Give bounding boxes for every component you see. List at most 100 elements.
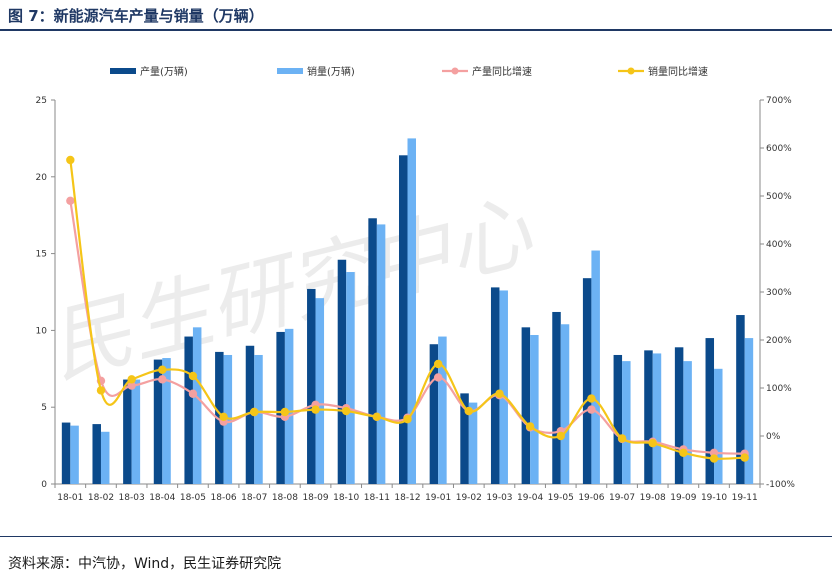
sales-growth-point [280,407,290,417]
production-bar [184,336,193,484]
legend-label-production: 产量(万辆) [140,65,188,78]
x-tick-label: 18-02 [88,493,114,503]
legend-label-sales: 销量(万辆) [307,65,355,78]
sales-bar [683,361,692,484]
production-bar [153,359,163,484]
sales-bar [254,354,263,484]
legend-swatch-production [110,68,136,74]
axes: 0 5 10 15 20 25 -100% 0% 100% 200% 300% 400% 500% 600… [36,96,796,503]
production-bar [552,311,561,484]
left-tick-label: 15 [36,250,47,260]
sales-growth-point [740,453,749,462]
x-tick-label: 19-11 [732,493,758,503]
bars [61,138,754,484]
production-bar [736,315,745,484]
x-tick-label: 18-01 [57,493,83,503]
x-tick-label: 18-06 [211,493,237,503]
sales-growth-point [341,406,351,416]
right-tick-label: 300% [766,288,792,298]
x-tick-label: 18-04 [149,493,175,503]
sales-growth-point [250,407,259,417]
production-bar [490,287,500,484]
production-bar [613,354,623,484]
production-bar [245,345,255,484]
title-rule [0,29,832,31]
production-bar [368,218,377,484]
production-bar [337,259,347,484]
sales-growth-point [403,415,412,424]
sales-growth-point [587,394,596,403]
legend-label-production-growth: 产量同比增速 [472,65,532,78]
sales-growth-point [679,448,688,457]
x-tick-label: 18-10 [333,493,359,503]
right-tick-label: 100% [766,384,792,394]
sales-bar [70,425,79,484]
sales-growth-point [556,431,565,441]
x-tick-label: 18-08 [272,493,298,503]
sales-bar [468,402,478,484]
left-tick-label: 20 [36,173,48,183]
sales-bar [744,338,754,484]
right-tick-label: 600% [766,144,792,154]
sales-bar [192,327,202,484]
x-tick-label: 19-06 [578,493,604,503]
sales-bar [714,368,723,484]
sales-bar [591,250,600,484]
production-bar [429,344,439,484]
sales-bar [407,138,416,484]
legend-marker-sales-growth [627,67,635,75]
right-tick-label: 500% [766,192,792,202]
production-bar [215,351,224,484]
production-growth-point [127,381,136,390]
sales-growth-point [464,406,474,416]
left-tick-label: 25 [36,96,47,106]
footer-rule [0,536,832,537]
left-tick-label: 5 [41,403,47,413]
combo-chart: 民生研究中心 产量(万辆) 销量(万辆) 产量同比增速 销量同比增速 05101520… [36,65,796,503]
x-tick-label: 19-08 [640,493,666,503]
growth-lines [66,155,749,463]
sales-bar [346,272,355,484]
right-tick-label: 200% [766,336,792,346]
right-tick-label: 700% [766,96,792,106]
sales-growth-point [617,434,627,443]
x-tick-label: 19-05 [548,493,574,503]
sales-growth-point [709,454,719,463]
sales-growth-point [219,412,228,421]
sales-bar [162,358,171,484]
sales-growth-point [433,359,443,369]
right-tick-label: -100% [766,480,795,490]
right-tick-label: 0% [766,432,781,442]
production-bar [123,379,132,484]
x-tick-label: 19-07 [609,493,635,503]
sales-growth-point [311,405,320,414]
production-bar [705,338,715,484]
sales-growth-point [66,155,75,165]
sales-bar [100,431,110,484]
production-growth-point [587,405,596,414]
sales-growth-point [158,365,167,374]
legend: 产量(万辆) 销量(万辆) 产量同比增速 销量同比增速 [110,65,708,78]
sales-growth-point [127,375,136,384]
x-tick-label: 19-01 [425,493,451,503]
production-growth-point [66,196,75,205]
x-tick-label: 19-09 [670,493,696,503]
x-tick-label: 19-04 [517,493,543,503]
x-tick-label: 18-05 [180,493,206,503]
production-bar [674,347,684,484]
sales-bar [622,361,631,484]
x-tick-label: 18-12 [394,493,420,503]
production-bar [644,350,653,484]
sales-growth-point [648,439,657,448]
legend-label-sales-growth: 销量同比增速 [648,65,708,78]
figure-title: 图 7：新能源汽车产量与销量（万辆） [8,7,264,25]
sales-bar [530,335,539,484]
production-bar [276,331,285,484]
production-growth-point [188,389,198,398]
sales-growth-point [495,389,504,398]
production-bar [92,424,101,484]
sales-bar [560,324,570,484]
x-tick-label: 18-11 [364,493,390,503]
sales-bar [499,290,508,484]
sales-growth-point [372,412,382,421]
